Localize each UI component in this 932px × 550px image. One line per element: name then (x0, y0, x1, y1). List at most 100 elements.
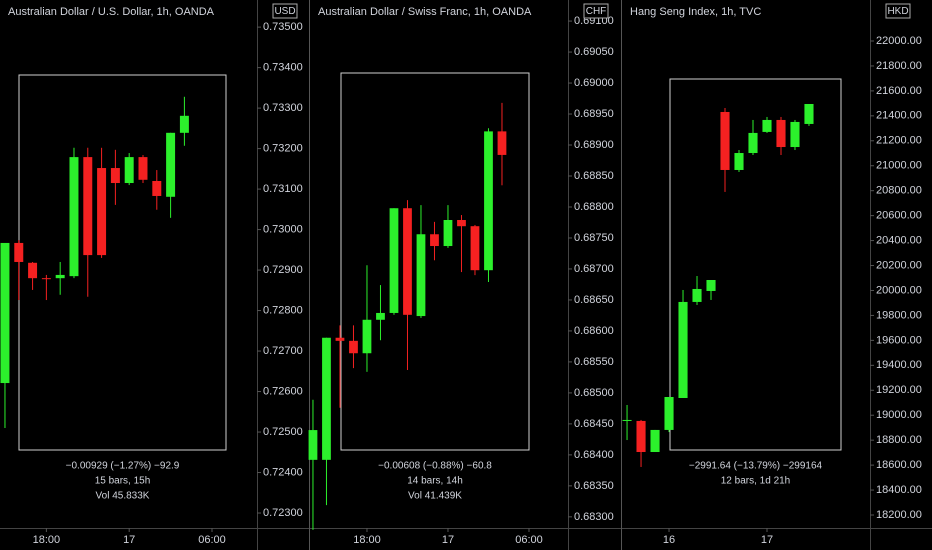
x-tick-label: 16 (663, 534, 675, 546)
candle-body (430, 234, 439, 247)
y-tick-label: 20000.00 (876, 284, 922, 296)
y-tick-label: 0.68650 (574, 294, 614, 306)
y-tick-label: 0.72800 (263, 304, 303, 316)
candle-body (362, 319, 372, 354)
currency-label: HKD (887, 6, 908, 17)
y-tick-label: 0.68600 (574, 325, 614, 337)
candle-body (748, 132, 758, 154)
y-tick-label: 20800.00 (876, 185, 922, 197)
candle-body (308, 430, 318, 460)
y-tick-label: 0.72700 (263, 345, 303, 357)
x-tick-label: 06:00 (198, 534, 226, 546)
candle-body (776, 119, 786, 148)
candle-body (83, 157, 93, 256)
candle-body (650, 429, 660, 453)
candle-body (152, 180, 162, 196)
candle-body (322, 337, 331, 460)
y-tick-label: 0.73100 (263, 183, 303, 195)
candle-body (41, 278, 51, 280)
candle-body (376, 312, 385, 320)
measure-text: Vol 41.439K (408, 491, 462, 502)
chart-title: Hang Seng Index, 1h, TVC (630, 6, 761, 18)
y-tick-label: 0.68400 (574, 449, 614, 461)
candle-body (166, 132, 176, 197)
y-tick-label: 20200.00 (876, 259, 922, 271)
x-tick-label: 17 (761, 534, 773, 546)
candle-body (734, 153, 744, 170)
y-tick-label: 0.68800 (574, 201, 614, 213)
candle-body (804, 103, 814, 124)
y-tick-label: 0.72600 (263, 385, 303, 397)
candle-body (14, 242, 24, 262)
x-tick-label: 18:00 (33, 534, 61, 546)
candle-body (28, 262, 38, 279)
candle-body (69, 157, 79, 277)
candle-body (416, 234, 426, 317)
currency-box (583, 3, 609, 19)
measure-box (669, 78, 842, 451)
x-tick-label: 17 (123, 534, 135, 546)
y-tick-label: 0.73300 (263, 102, 303, 114)
y-tick-label: 0.72300 (263, 507, 303, 519)
candle-body (138, 157, 148, 180)
y-tick-label: 0.68300 (574, 511, 614, 523)
y-tick-label: 0.68550 (574, 356, 614, 368)
candle-body (403, 208, 412, 315)
y-tick-label: 0.68950 (574, 108, 614, 120)
y-tick-label: 19000.00 (876, 409, 922, 421)
y-tick-label: 21400.00 (876, 110, 922, 122)
candle-body (692, 288, 702, 302)
measure-text: −0.00608 (−0.88%) −60.8 (378, 461, 492, 472)
measure-text: 14 bars, 14h (407, 476, 463, 487)
y-tick-label: 0.73400 (263, 62, 303, 74)
y-tick-label: 18400.00 (876, 484, 922, 496)
x-tick-label: 18:00 (353, 534, 381, 546)
candle-body (622, 419, 632, 421)
y-tick-label: 18800.00 (876, 434, 922, 446)
y-tick-label: 21200.00 (876, 135, 922, 147)
y-tick-label: 0.68850 (574, 170, 614, 182)
y-tick-label: 0.68750 (574, 232, 614, 244)
x-tick-label: 06:00 (515, 534, 543, 546)
y-tick-label: 20600.00 (876, 210, 922, 222)
y-tick-label: 19600.00 (876, 334, 922, 346)
chart-title: Australian Dollar / Swiss Franc, 1h, OAN… (318, 6, 532, 18)
candle-body (790, 121, 800, 148)
candle-body (97, 168, 107, 256)
measure-box (340, 72, 530, 451)
currency-label: CHF (586, 6, 607, 17)
y-tick-label: 19400.00 (876, 359, 922, 371)
currency-box (885, 3, 911, 19)
y-tick-label: 21000.00 (876, 160, 922, 172)
y-tick-label: 19200.00 (876, 384, 922, 396)
candle-body (457, 220, 466, 227)
y-tick-label: 22000.00 (876, 35, 922, 47)
y-tick-label: 0.73000 (263, 223, 303, 235)
y-tick-label: 0.69000 (574, 77, 614, 89)
candle-body (762, 119, 772, 132)
candle-body (389, 208, 399, 313)
y-tick-label: 0.68900 (574, 139, 614, 151)
y-tick-label: 0.68700 (574, 263, 614, 275)
measure-text: −0.00929 (−1.27%) −92.9 (66, 461, 180, 472)
measure-text: −2991.64 (−13.79%) −299164 (689, 461, 823, 472)
y-tick-label: 0.68450 (574, 418, 614, 430)
y-tick-label: 21600.00 (876, 85, 922, 97)
y-tick-label: 18200.00 (876, 509, 922, 521)
measure-text: 15 bars, 15h (95, 476, 151, 487)
candle-body (349, 340, 358, 354)
candle-body (443, 220, 453, 247)
y-tick-label: 0.68500 (574, 387, 614, 399)
candle-body (179, 115, 189, 133)
measure-text: Vol 45.833K (96, 491, 150, 502)
y-tick-label: 0.72400 (263, 466, 303, 478)
measure-text: 12 bars, 1d 21h (721, 476, 791, 487)
y-tick-label: 0.72900 (263, 264, 303, 276)
y-tick-label: 0.68350 (574, 480, 614, 492)
y-tick-label: 21800.00 (876, 60, 922, 72)
candle-body (664, 397, 674, 430)
candle-body (497, 131, 507, 155)
candle-body (678, 301, 688, 398)
